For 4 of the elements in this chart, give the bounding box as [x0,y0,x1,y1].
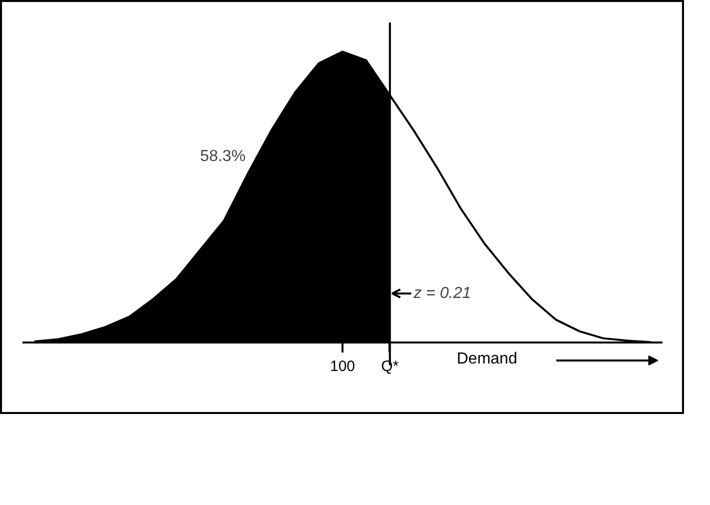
x-axis-title: Demand [456,350,518,368]
annotation: 58.3% [200,148,246,166]
x-tick-label: 100 [330,358,356,375]
annotation: z = 0.21 [412,284,471,302]
